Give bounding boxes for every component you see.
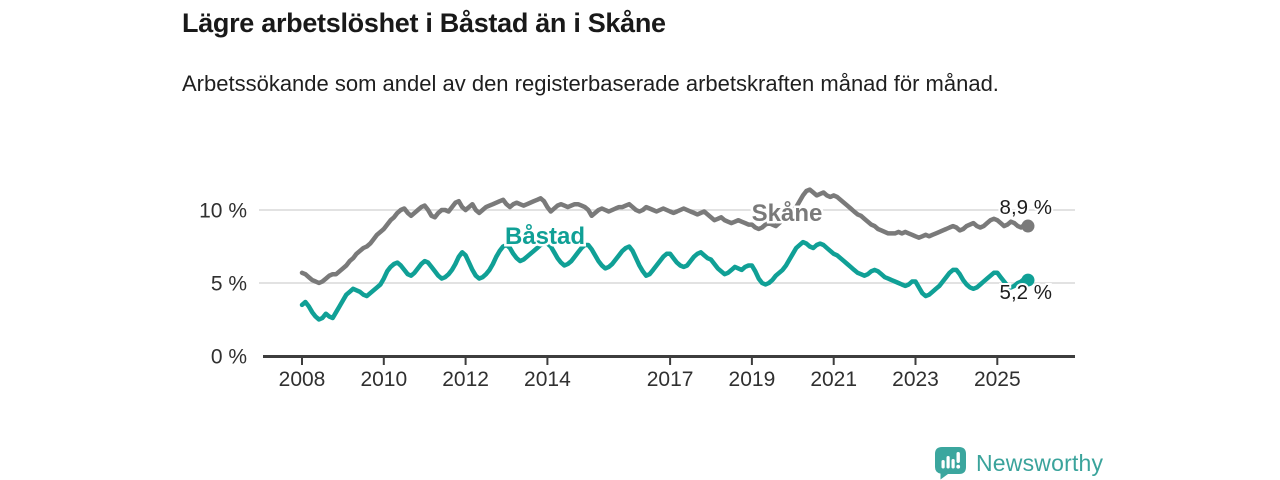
y-tick-label: 5 % (211, 273, 247, 296)
chart-labels: 0 % 5 % 10 % 2008 2010 2012 2014 2017 2019 2021 20… (199, 194, 1054, 391)
x-tick-label: 2012 (442, 368, 489, 391)
series-line-bastad (299, 239, 1031, 322)
series-end-dot-skane (1021, 219, 1035, 233)
end-value-label-skane: 8,9 % (1000, 196, 1052, 219)
x-tick-label: 2023 (892, 368, 939, 391)
chart-subtitle: Arbetssökande som andel av den registerb… (182, 71, 999, 96)
y-tick-label: 10 % (199, 200, 247, 223)
page-title: Lägre arbetslöshet i Båstad än i Skåne (182, 8, 666, 38)
newsworthy-bubble-icon (935, 447, 966, 480)
x-tick-label: 2021 (810, 368, 857, 391)
end-value-label-bastad: 5,2 % (1000, 281, 1052, 304)
series-lines (299, 187, 1035, 322)
x-tick-label: 2019 (729, 368, 776, 391)
series-label-skane: Skåne (752, 200, 823, 227)
newsworthy-wordmark: Newsworthy (976, 449, 1104, 476)
x-axis (263, 355, 1075, 365)
series-end-dot-bastad (1021, 273, 1035, 287)
newsworthy-logo: Newsworthy (934, 446, 1103, 480)
y-tick-label: 0 % (211, 346, 247, 369)
x-tick-label: 2014 (524, 368, 571, 391)
series-label-bastad: Båstad (505, 223, 585, 250)
x-tick-label: 2010 (360, 368, 407, 391)
x-tick-label: 2025 (974, 368, 1021, 391)
series-line-skane (299, 187, 1031, 286)
x-tick-label: 2017 (647, 368, 694, 391)
x-tick-label: 2008 (279, 368, 326, 391)
